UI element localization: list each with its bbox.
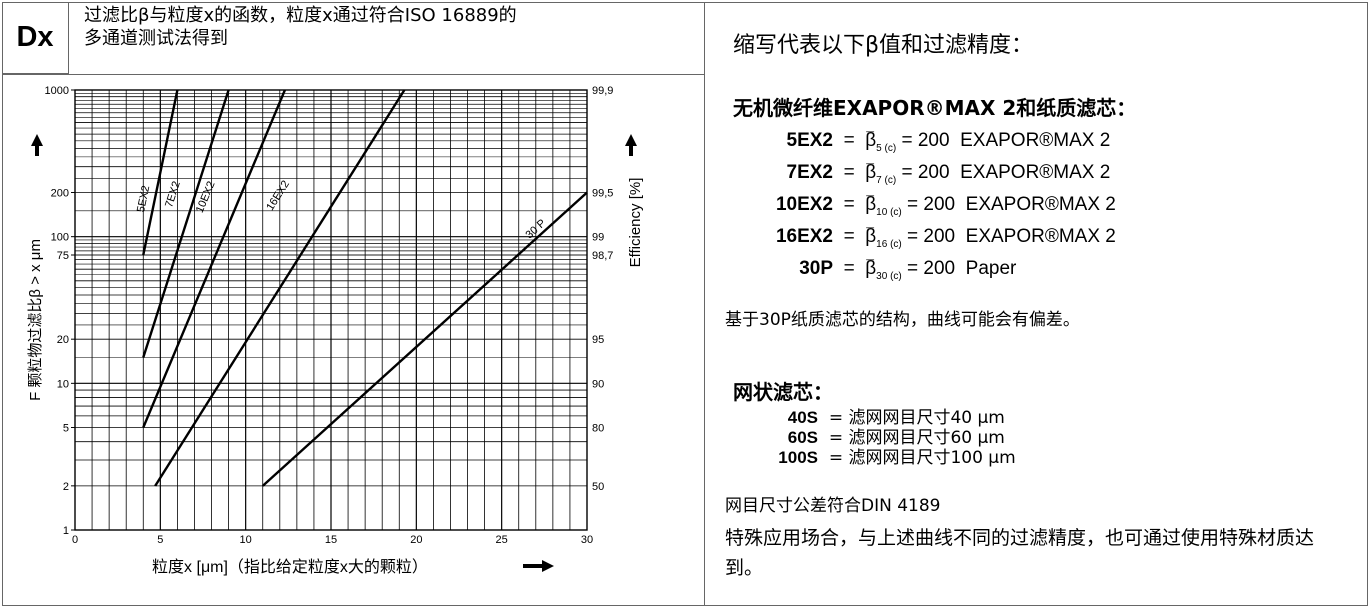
- chart-grid: [74, 89, 588, 531]
- x-tick-label: 25: [496, 534, 508, 546]
- y-tick-label: 20: [57, 334, 69, 346]
- y2-tick-label: 98,7: [592, 250, 613, 262]
- series-label: 16EX2: [264, 179, 292, 213]
- abbreviation-intro: 缩写代表以下β值和过滤精度：: [733, 33, 1034, 58]
- y2-tick-label: 95: [592, 334, 604, 346]
- y2-tick-label: 99: [592, 232, 604, 244]
- series-line: [142, 89, 287, 428]
- series-label: 5EX2: [135, 185, 152, 214]
- y-tick-label: 100: [51, 232, 69, 244]
- section-title-mesh: 网状滤芯：: [733, 380, 833, 404]
- y2-tick-label: 50: [592, 481, 604, 493]
- panel-id-box: Dx: [2, 2, 69, 74]
- x-tick-label: 10: [240, 534, 252, 546]
- section-title-microfibre: 无机微纤维EXAPOR®MAX 2和纸质滤芯：: [733, 96, 1137, 120]
- chart-header: 过滤比β与粒度x的函数，粒度x通过符合ISO 16889的 多通道测试法得到: [84, 4, 684, 50]
- y-tick-label: 1000: [45, 85, 69, 97]
- y-tick-label: 75: [57, 250, 69, 262]
- header-line-2: 多通道测试法得到: [84, 28, 228, 49]
- series-line: [261, 191, 588, 487]
- y-tick-label: 1: [63, 525, 69, 537]
- y2-axis-title: Efficiency [%]: [627, 178, 644, 268]
- y2-tick-label: 99,9: [592, 85, 613, 97]
- x-tick-label: 30: [581, 534, 593, 546]
- y2-axis-arrow: [625, 134, 637, 156]
- series-line: [154, 89, 406, 487]
- plot-area-border: [74, 89, 588, 531]
- series-line: [142, 89, 230, 358]
- x-axis-title: 粒度x [μm]（指比给定粒度x大的颗粒）: [152, 558, 428, 576]
- x-tick-label: 20: [410, 534, 422, 546]
- y-axis-title: F 颗粒物过滤比β > x μm: [27, 239, 44, 401]
- panel-divider: [704, 2, 705, 606]
- y2-tick-label: 80: [592, 422, 604, 434]
- y2-tick-label: 99,5: [592, 188, 613, 200]
- x-tick-label: 0: [72, 534, 78, 546]
- x-tick-label: 15: [325, 534, 337, 546]
- y-tick-label: 2: [63, 481, 69, 493]
- y-tick-label: 5: [63, 422, 69, 434]
- header-divider: [2, 74, 705, 75]
- x-axis-arrow: [523, 560, 554, 572]
- chart-ticks: 0 5 10 15 20 25 301251020751002001000508090959…: [45, 85, 614, 546]
- x-tick-label: 5: [157, 534, 163, 546]
- chart-labels: F 颗粒物过滤比β > x μm Efficiency [%] 粒度x [μm]（指…: [27, 134, 644, 576]
- y-axis-arrow: [31, 134, 43, 156]
- header-line-1: 过滤比β与粒度x的函数，粒度x通过符合ISO 16889的: [84, 5, 517, 26]
- series-label: 7EX2: [163, 180, 183, 209]
- series-line: [142, 89, 179, 256]
- y-tick-label: 200: [51, 188, 69, 200]
- y-tick-label: 10: [57, 378, 69, 390]
- y2-tick-label: 90: [592, 378, 604, 390]
